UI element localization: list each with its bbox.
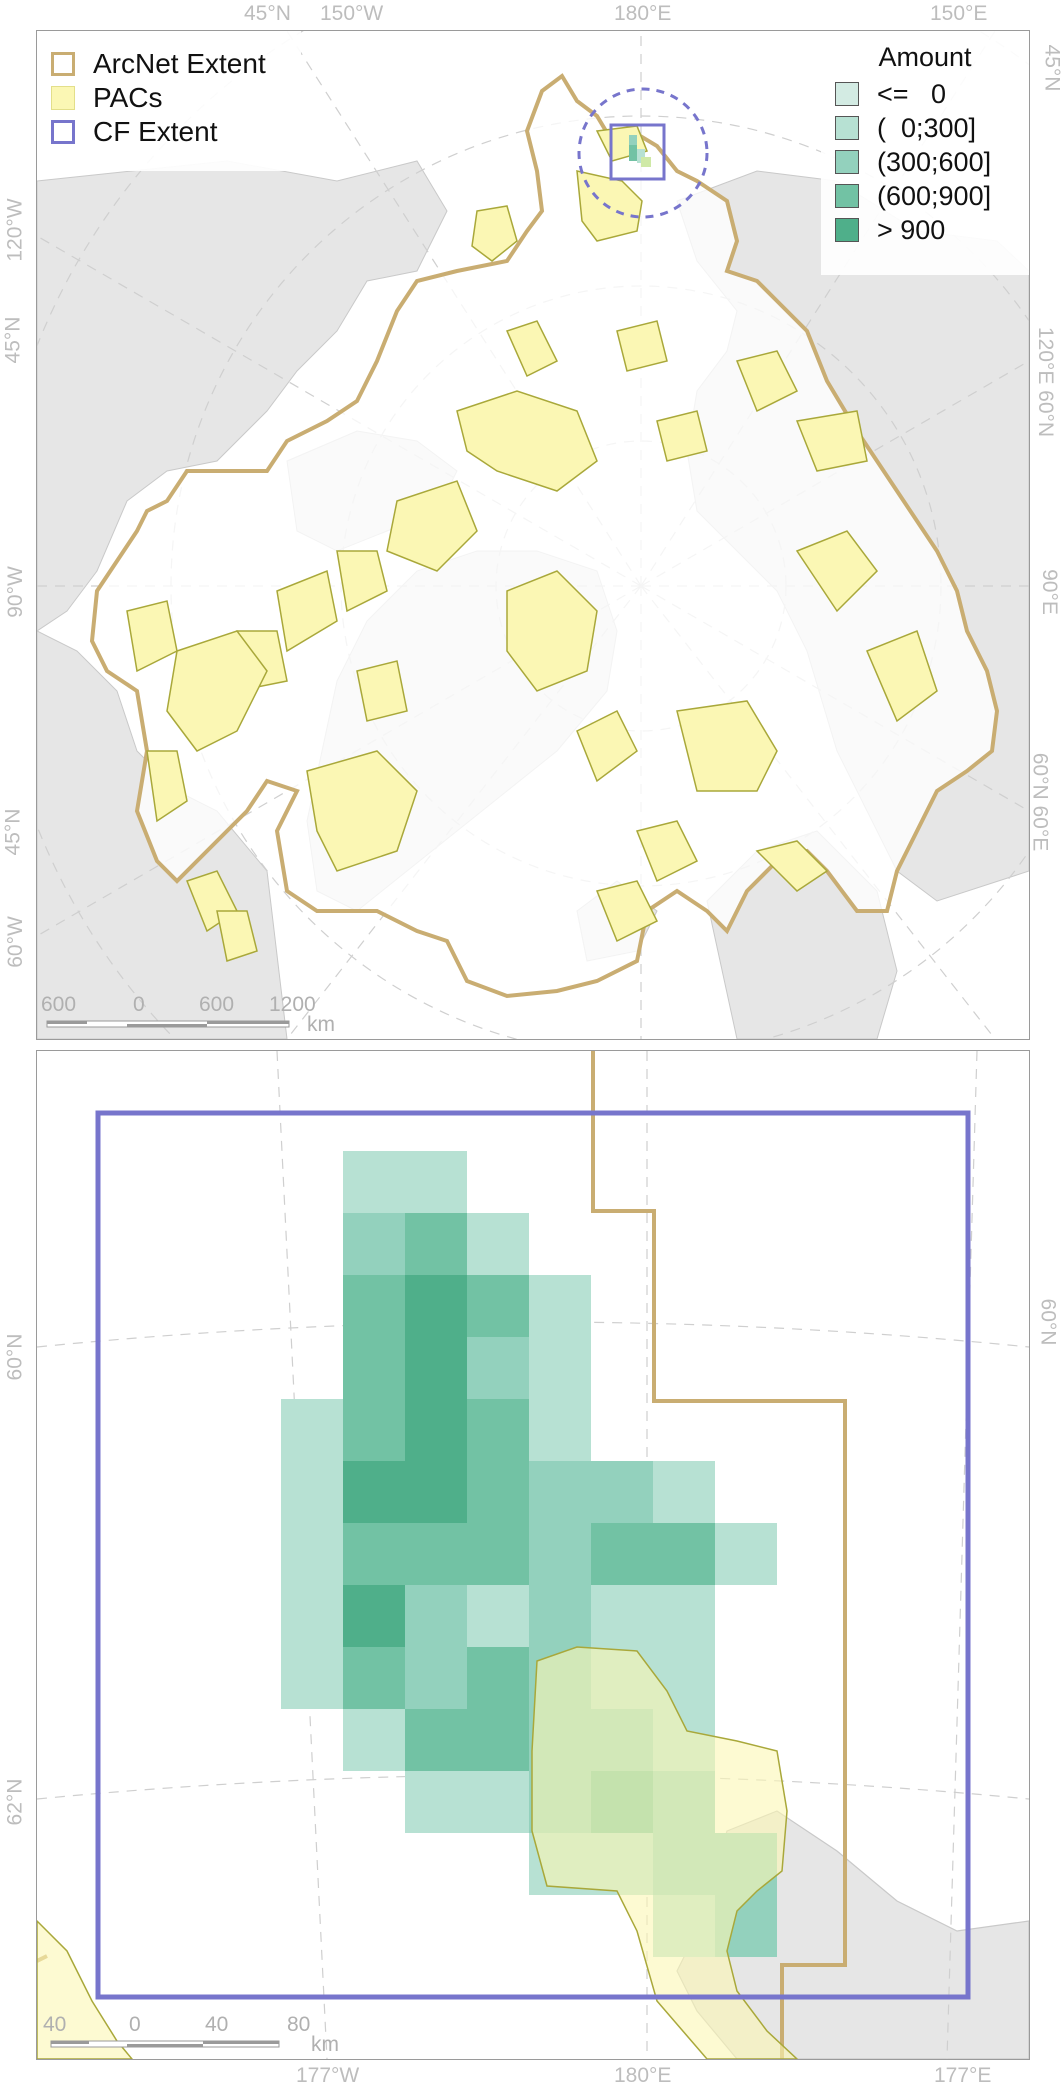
pacs-swatch <box>51 86 75 110</box>
grat-label-left: 45°N <box>1 808 25 856</box>
grat-label-bottom: 180°E <box>614 2064 672 2087</box>
legend-label: CF Extent <box>93 116 218 147</box>
pac-polygon <box>356 660 408 722</box>
pac-polygon <box>471 205 518 262</box>
pac-polygon <box>216 910 258 962</box>
legend-label: ( 0;300] <box>877 112 977 143</box>
grat-label-right: 120°E 60°N <box>1034 326 1058 438</box>
amount-cells-small <box>629 135 651 167</box>
pac-polygon <box>386 480 478 572</box>
pac-polygon <box>306 750 418 872</box>
legend-label: > 900 <box>877 214 946 245</box>
legend-amount-item: ( 0;300] <box>835 111 1029 145</box>
legend-item-arcnet: ArcNet Extent <box>51 47 301 81</box>
pac-polygon <box>336 550 388 613</box>
scale-tick: 40 <box>205 2013 229 2036</box>
cf-extent-swatch <box>51 120 75 144</box>
pac-polygon-detail <box>531 1646 799 2059</box>
pac-polygon <box>795 410 868 472</box>
amount-swatch <box>835 184 859 208</box>
grat-label-left: 90°W <box>3 566 27 618</box>
pac-polygon <box>126 600 178 673</box>
legend-amount-item: (600;900] <box>835 179 1029 213</box>
grat-label-top: 150°E <box>930 2 988 25</box>
land-north-america-west <box>37 160 448 632</box>
legend-amount: Amount <= 0 ( 0;300] (300;600] (600;900]… <box>821 31 1029 275</box>
pac-polygon <box>616 320 668 372</box>
scale-tick: 600 <box>41 993 77 1016</box>
arcnet-extent-boundary-detail <box>591 1051 847 2059</box>
scale-tick: 600 <box>199 993 235 1016</box>
cf-extent-box <box>95 1110 971 2000</box>
arcnet-swatch <box>51 52 75 76</box>
legend-label: <= 0 <box>877 78 947 109</box>
detail-map[interactable]: 40 0 40 80 km <box>36 1050 1030 2060</box>
amount-swatch <box>835 150 859 174</box>
pac-polygon-detail-left <box>37 1919 133 2059</box>
grat-label-right: 45°N <box>1040 44 1063 92</box>
legend-label: ArcNet Extent <box>93 48 266 79</box>
pac-polygon <box>635 820 699 883</box>
pac-polygon <box>656 410 708 462</box>
pac-polygon <box>595 880 659 943</box>
scale-tick: 1200 <box>269 993 316 1016</box>
grat-label-right: 90°E <box>1037 569 1061 615</box>
legend-amount-title: Amount <box>878 42 972 72</box>
grat-label-bottom: 177°E <box>934 2064 992 2087</box>
detail-map-canvas <box>37 1051 1029 2059</box>
pacs-layer <box>126 125 938 962</box>
legend-amount-item: (300;600] <box>835 145 1029 179</box>
pac-polygon <box>166 630 268 752</box>
grat-label-left: 45°N <box>1 316 25 364</box>
pac-polygon <box>456 390 598 492</box>
pac-polygon <box>866 630 938 723</box>
grat-label-top: 45°N <box>244 2 291 25</box>
grat-label-left: 60°W <box>3 916 27 968</box>
legend-label: (300;600] <box>877 146 992 177</box>
grat-label-top: 180°E <box>614 2 672 25</box>
cf-extent-box-small <box>609 123 666 181</box>
cf-extent-highlight-circle <box>577 87 709 219</box>
grat-label-right: 60°N <box>1036 1298 1060 1346</box>
amount-swatch <box>835 82 859 106</box>
overview-map[interactable]: ArcNet Extent PACs CF Extent Amount <= 0… <box>36 30 1030 1040</box>
grat-label-left: 62°N <box>3 1778 27 1826</box>
arcnet-extent-outline <box>89 73 1000 999</box>
scale-unit: km <box>307 1013 335 1036</box>
scale-tick: 0 <box>129 2013 141 2036</box>
pac-polygon <box>795 530 878 613</box>
scale-unit: km <box>311 2033 339 2056</box>
pac-polygon <box>576 709 638 783</box>
grat-label-bottom: 177°W <box>296 2064 360 2087</box>
amount-swatch <box>835 218 859 242</box>
scale-bar-bottom <box>50 2040 280 2048</box>
legend-amount-item: <= 0 <box>835 77 1029 111</box>
pac-polygon <box>506 570 598 692</box>
pac-polygon <box>755 840 829 892</box>
scale-bar-top <box>46 1020 290 1028</box>
overview-map-canvas <box>37 31 1029 1039</box>
scale-tick: 80 <box>287 2013 311 2036</box>
legend-item-cf-extent: CF Extent <box>51 115 301 149</box>
pac-polygon <box>505 320 559 378</box>
grat-label-right: 60°N 60°E <box>1028 752 1052 852</box>
pac-polygon <box>276 569 338 653</box>
scale-tick: 40 <box>43 2013 67 2036</box>
legend-item-pacs: PACs <box>51 81 301 115</box>
legend-label: (600;900] <box>877 180 992 211</box>
legend-label: PACs <box>93 82 163 113</box>
grat-label-left: 120°W <box>3 198 27 262</box>
amount-swatch <box>835 116 859 140</box>
grat-label-top: 150°W <box>320 2 384 25</box>
pac-polygon <box>676 700 778 792</box>
grat-label-left: 60°N <box>3 1333 27 1381</box>
pac-polygon <box>146 750 188 823</box>
pacs-layer-detail <box>37 1646 799 2059</box>
pac-polygon <box>735 350 799 413</box>
scale-tick: 0 <box>133 993 145 1016</box>
legend-layers: ArcNet Extent PACs CF Extent <box>37 31 301 171</box>
legend-amount-item: > 900 <box>835 213 1029 247</box>
